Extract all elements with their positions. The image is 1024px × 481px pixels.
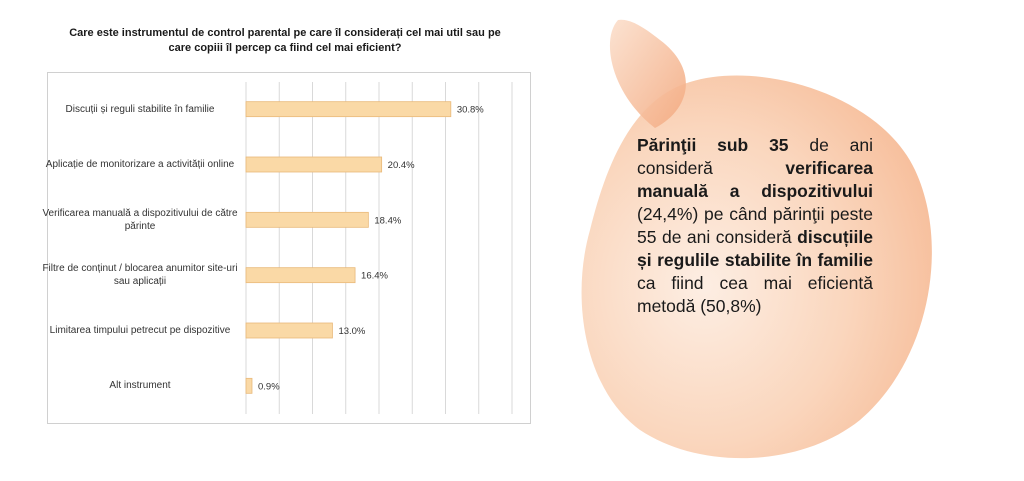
chart-frame	[47, 72, 531, 424]
category-label: Alt instrument	[109, 380, 171, 392]
callout-highlight: discuțiile și regulile stabilite în fami…	[637, 227, 873, 270]
callout-segment: ca fiind cea mai eficientă metodă (50,8%…	[637, 273, 873, 316]
bar	[245, 101, 452, 118]
category-label: Discuții și reguli stabilite în familie	[65, 103, 215, 115]
callout-highlight: verificarea manuală a dispozitivului	[637, 158, 873, 201]
category-label: Aplicație de monitorizare a activității …	[45, 159, 235, 170]
category-label: Verificarea manuală a dispozitivului de …	[42, 207, 238, 232]
bar	[245, 377, 253, 394]
callout-highlight: Părinţii sub 35	[637, 135, 789, 155]
bar	[245, 211, 369, 228]
category-label: Filtre de conținut / blocarea anumitor s…	[42, 263, 238, 288]
data-label: 30.8%	[457, 105, 484, 116]
data-label: 13.0%	[338, 326, 365, 337]
bar	[245, 156, 383, 173]
data-label: 18.4%	[374, 215, 401, 226]
chart-title: Care este instrumentul de control parent…	[69, 27, 501, 54]
bar	[245, 267, 356, 284]
category-label: Limitarea timpului petrecut pe dispoziti…	[49, 325, 231, 336]
data-label: 16.4%	[361, 271, 388, 282]
data-label: 20.4%	[388, 160, 415, 171]
callout-segment: (24,4%) pe când părinţii peste 55 de ani…	[637, 204, 873, 247]
callout-text: Părinţii sub 35 de ani consideră verific…	[637, 134, 873, 318]
data-label: 0.9%	[258, 381, 280, 392]
bar	[245, 322, 333, 339]
callout-segment: de ani consideră	[637, 135, 874, 178]
